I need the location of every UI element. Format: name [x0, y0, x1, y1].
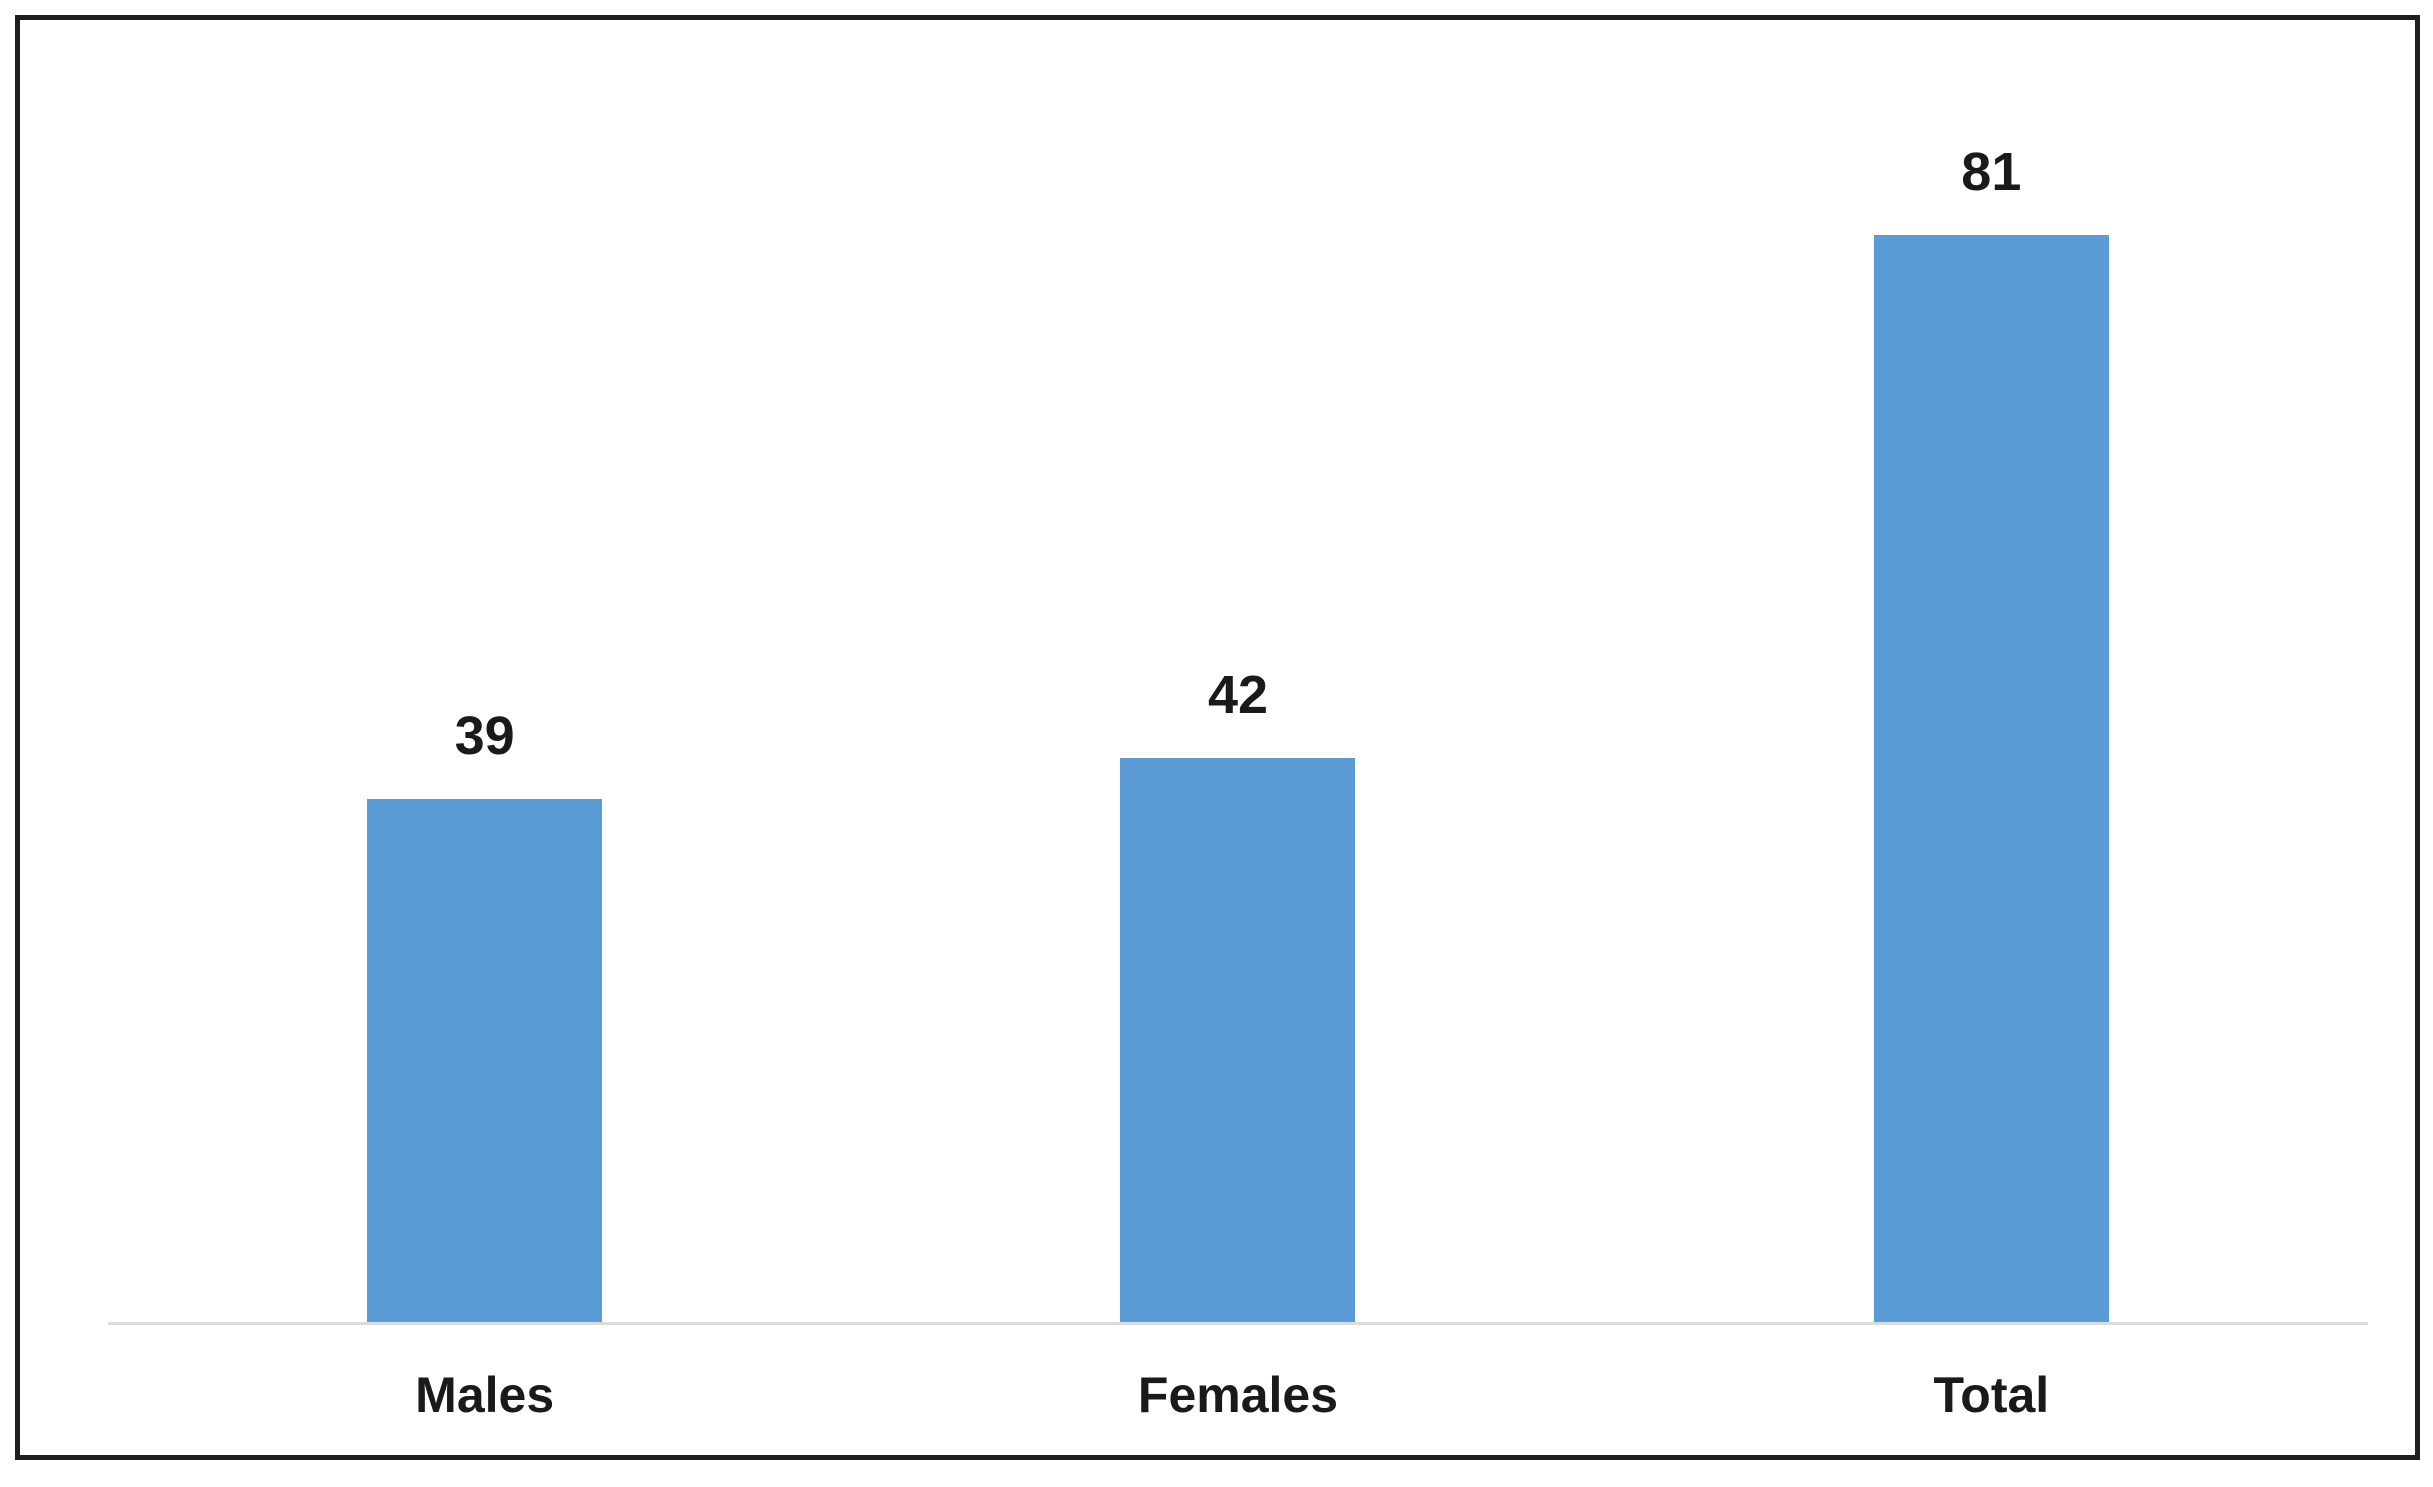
- bar-females: [1120, 758, 1356, 1322]
- x-axis-labels: Males Females Total: [108, 1368, 2368, 1423]
- data-label-total: 81: [1961, 142, 2022, 202]
- chart-frame: 39 42 81 Males Females Total: [15, 15, 2420, 1460]
- bar-males: [367, 799, 603, 1322]
- bar-total: [1873, 235, 2109, 1322]
- category-label-males: Males: [415, 1367, 555, 1423]
- bar-group-females: 42: [861, 668, 1614, 1322]
- bar-group-males: 39: [108, 709, 861, 1322]
- bar-group-total: 81: [1615, 145, 2368, 1322]
- x-axis-line: [108, 1322, 2368, 1325]
- category-label-females: Females: [1137, 1367, 1339, 1423]
- data-label-females: 42: [1207, 665, 1269, 725]
- data-label-males: 39: [454, 706, 515, 766]
- category-label-total: Total: [1933, 1367, 2050, 1423]
- plot-area: 39 42 81: [108, 20, 2368, 1322]
